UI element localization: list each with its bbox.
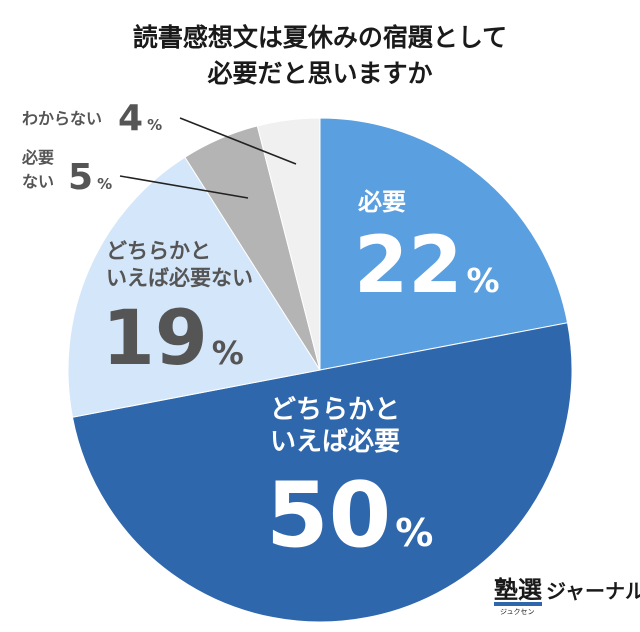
slice-value-label: 5% — [68, 157, 112, 198]
pie-slice — [67, 156, 321, 418]
brand-logo-wordmark: ジャーナル — [546, 579, 640, 603]
slice-category-label: いえば必要 — [270, 427, 400, 457]
pie-slice — [71, 322, 573, 623]
slice-category-label: ない — [22, 172, 54, 191]
brand-logo-accent-bar — [494, 602, 542, 606]
slice-value-label: 50% — [266, 463, 433, 568]
slice-category-label: どちらかと — [106, 239, 211, 263]
slice-value-label: 22% — [354, 221, 500, 311]
brand-logo-main: 塾選 — [494, 576, 542, 604]
brand-logo-sub: ジュクセン — [500, 608, 535, 616]
brand-logo: 塾選 ジュクセン ジャーナル — [494, 576, 640, 616]
pie-slice — [319, 117, 569, 371]
slice-category-label: 必要 — [358, 188, 406, 216]
chart-title-line-2: 必要だと思いますか — [207, 59, 432, 88]
slice-category-label: わからない — [22, 109, 102, 128]
chart-title-line-1: 読書感想文は夏休みの宿題として — [133, 23, 507, 52]
leader-line — [179, 117, 297, 165]
slice-category-label: どちらかと — [270, 395, 400, 425]
leader-lines — [119, 117, 297, 199]
slice-value-label: 4% — [118, 98, 162, 139]
leader-line — [119, 175, 249, 199]
pie-slices — [67, 117, 573, 623]
slice-value-label: 19% — [102, 293, 244, 382]
slice-category-label: いえば必要ない — [106, 266, 253, 290]
slice-category-label: 必要 — [21, 148, 54, 167]
pie-slice — [256, 117, 321, 371]
